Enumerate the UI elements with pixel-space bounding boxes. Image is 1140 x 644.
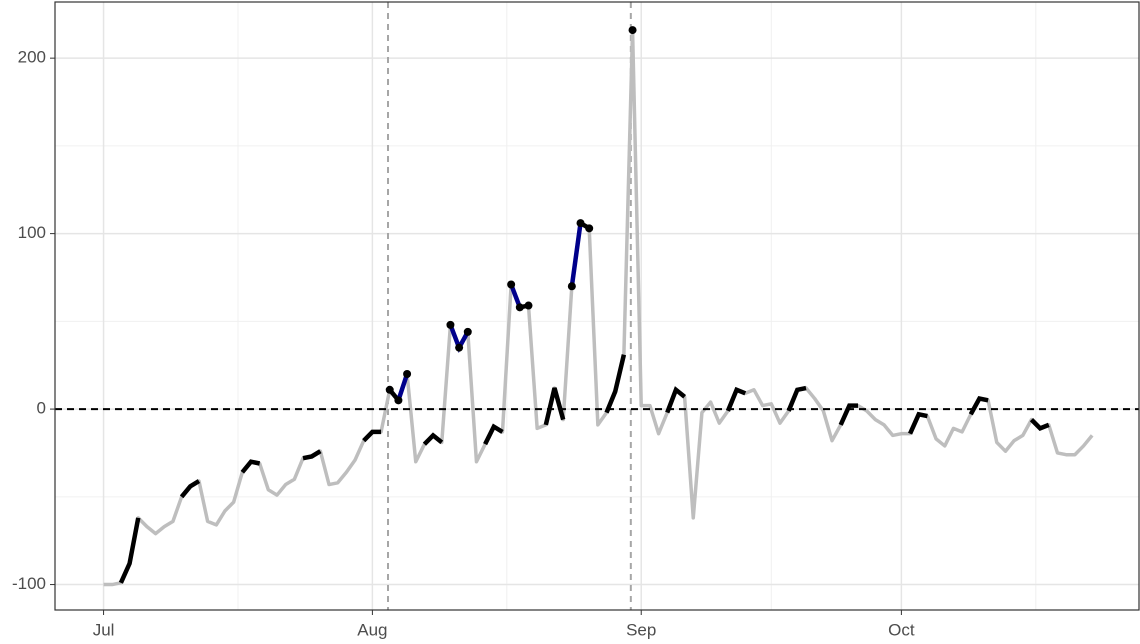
- x-tick-label: Jul: [93, 620, 115, 639]
- point: [507, 280, 516, 289]
- panel-border: [54, 1, 1140, 611]
- highlight-segment: [396, 373, 410, 402]
- highlight-segment: [509, 283, 522, 309]
- x-tick-label: Sep: [626, 620, 656, 639]
- highlight-segment: [604, 354, 627, 414]
- x-tick-label: Oct: [888, 620, 915, 639]
- highlight-segment: [786, 385, 807, 412]
- y-tick-label: 100: [18, 223, 46, 242]
- y-tick-label: -100: [12, 574, 46, 593]
- highlight-segment: [422, 432, 444, 446]
- point: [524, 301, 533, 310]
- y-tick-label: 200: [18, 48, 46, 67]
- y-tick-label: 0: [37, 399, 46, 418]
- highlight-segment: [968, 396, 989, 416]
- highlight-segment: [362, 429, 382, 443]
- highlight-segment: [569, 222, 583, 287]
- point: [585, 224, 594, 233]
- point: [567, 282, 576, 291]
- point: [394, 396, 403, 405]
- point: [576, 219, 585, 228]
- highlight-segment: [725, 386, 747, 412]
- point: [515, 303, 524, 312]
- point: [455, 343, 464, 352]
- point: [446, 320, 455, 329]
- highlight-segment: [665, 386, 687, 414]
- highlight-segment: [838, 403, 859, 426]
- highlight-segment: [179, 479, 201, 499]
- highlight-segment: [543, 387, 566, 426]
- x-tick-label: Aug: [357, 620, 387, 639]
- highlight-segment: [118, 517, 141, 584]
- point: [385, 385, 394, 394]
- point: [628, 26, 637, 35]
- highlight-segment: [483, 423, 504, 446]
- highlight-segment: [240, 459, 261, 474]
- line: [103, 28, 1094, 587]
- highlight-segment: [302, 449, 322, 461]
- point: [403, 369, 412, 378]
- point: [463, 327, 472, 336]
- highlight-segment: [908, 411, 928, 435]
- highlight-segment: [1029, 418, 1050, 432]
